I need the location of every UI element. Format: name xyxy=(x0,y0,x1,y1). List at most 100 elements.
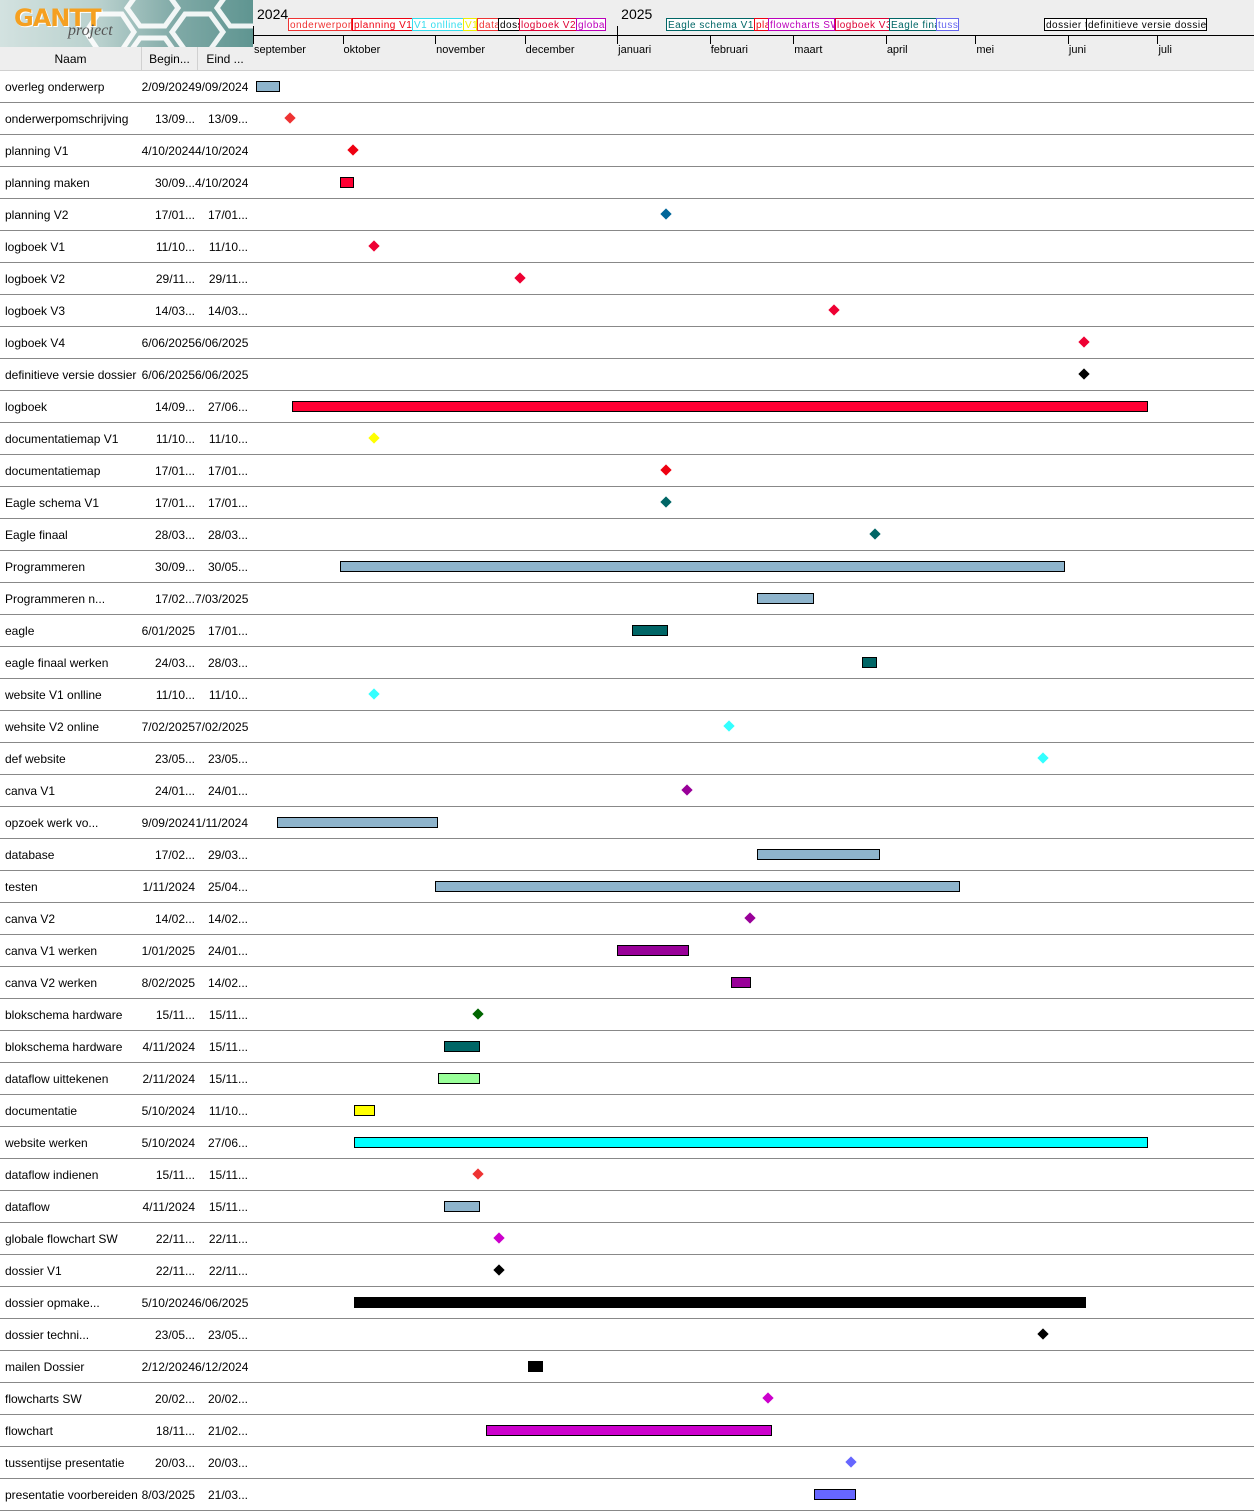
milestone-diamond-icon[interactable] xyxy=(681,784,693,796)
milestone-diamond-icon[interactable] xyxy=(723,720,735,732)
task-row[interactable]: dossier techni... 23/05... 23/05... xyxy=(0,1319,1254,1351)
task-name[interactable]: globale flowchart SW xyxy=(5,1232,118,1246)
task-end-date[interactable]: 7/03/2025 xyxy=(195,592,248,606)
task-row[interactable]: globale flowchart SW 22/11... 22/11... xyxy=(0,1223,1254,1255)
task-end-date[interactable]: 15/11... xyxy=(208,1040,248,1054)
task-row[interactable]: dataflow uittekenen 2/11/2024 15/11... xyxy=(0,1063,1254,1095)
task-begin-date[interactable]: 1/01/2025 xyxy=(141,944,195,958)
task-bar[interactable] xyxy=(354,1297,1086,1308)
task-row[interactable]: definitieve versie dossier 6/06/2025 6/06/… xyxy=(0,359,1254,391)
task-bar[interactable] xyxy=(438,1073,480,1084)
task-begin-date[interactable]: 15/11... xyxy=(155,1008,195,1022)
task-begin-date[interactable]: 17/02... xyxy=(154,848,195,862)
milestone-diamond-icon[interactable] xyxy=(493,1264,505,1276)
milestone-diamond-icon[interactable] xyxy=(762,1392,774,1404)
task-begin-date[interactable]: 14/03... xyxy=(154,304,195,318)
task-end-date[interactable]: 25/04... xyxy=(207,880,248,894)
task-row[interactable]: Programmeren 30/09... 30/05... xyxy=(0,551,1254,583)
task-name[interactable]: opzoek werk vo... xyxy=(5,816,99,830)
task-row[interactable]: flowchart 18/11... 21/02... xyxy=(0,1415,1254,1447)
task-begin-date[interactable]: 7/02/2025 xyxy=(141,720,195,734)
task-begin-date[interactable]: 20/02... xyxy=(154,1392,195,1406)
task-row[interactable]: canva V2 14/02... 14/02... xyxy=(0,903,1254,935)
task-bar[interactable] xyxy=(632,625,668,636)
task-row[interactable]: logboek V1 11/10... 11/10... xyxy=(0,231,1254,263)
task-begin-date[interactable]: 17/01... xyxy=(154,464,195,478)
task-end-date[interactable]: 6/06/2025 xyxy=(195,336,248,350)
task-begin-date[interactable]: 6/06/2025 xyxy=(141,368,195,382)
task-end-date[interactable]: 17/01... xyxy=(207,208,248,222)
task-name[interactable]: planning V2 xyxy=(5,208,69,222)
task-end-date[interactable]: 27/06... xyxy=(207,1136,248,1150)
task-begin-date[interactable]: 22/11... xyxy=(155,1264,195,1278)
task-name[interactable]: documentatiemap V1 xyxy=(5,432,119,446)
task-name[interactable]: eagle finaal werken xyxy=(5,656,109,670)
task-name[interactable]: flowcharts SW xyxy=(5,1392,82,1406)
task-begin-date[interactable]: 20/03... xyxy=(154,1456,195,1470)
task-begin-date[interactable]: 2/09/2024 xyxy=(141,80,195,94)
task-end-date[interactable]: 4/10/2024 xyxy=(195,144,248,158)
task-begin-date[interactable]: 22/11... xyxy=(155,1232,195,1246)
task-row[interactable]: onderwerpomschrijving 13/09... 13/09... xyxy=(0,103,1254,135)
column-header-name[interactable]: Naam xyxy=(0,47,142,70)
milestone-diamond-icon[interactable] xyxy=(869,528,882,540)
task-begin-date[interactable]: 28/03... xyxy=(154,528,195,542)
task-name[interactable]: tussentijse presentatie xyxy=(5,1456,125,1470)
task-row[interactable]: dossier opmake... 5/10/2024 6/06/2025 xyxy=(0,1287,1254,1319)
task-end-date[interactable]: 15/11... xyxy=(208,1072,248,1086)
task-row[interactable]: tussentijse presentatie 20/03... 20/03... xyxy=(0,1447,1254,1479)
task-name[interactable]: dossier techni... xyxy=(5,1328,90,1342)
task-name[interactable]: logboek V1 xyxy=(5,240,66,254)
task-begin-date[interactable]: 14/09... xyxy=(154,400,195,414)
task-row[interactable]: logboek V2 29/11... 29/11... xyxy=(0,263,1254,295)
task-row[interactable]: planning V2 17/01... 17/01... xyxy=(0,199,1254,231)
task-end-date[interactable]: 30/05... xyxy=(207,560,248,574)
task-bar[interactable] xyxy=(617,945,689,956)
task-row[interactable]: planning maken 30/09... 4/10/2024 xyxy=(0,167,1254,199)
task-begin-date[interactable]: 5/10/2024 xyxy=(141,1296,195,1310)
task-name[interactable]: overleg onderwerp xyxy=(5,80,105,94)
milestone-diamond-icon[interactable] xyxy=(845,1456,858,1468)
task-row[interactable]: database 17/02... 29/03... xyxy=(0,839,1254,871)
task-begin-date[interactable]: 1/11/2024 xyxy=(142,880,196,894)
task-name[interactable]: dossier V1 xyxy=(5,1264,62,1278)
task-end-date[interactable]: 15/11... xyxy=(208,1168,248,1182)
milestone-diamond-icon[interactable] xyxy=(1036,1328,1049,1340)
task-bar[interactable] xyxy=(444,1201,480,1212)
task-row[interactable]: dossier V1 22/11... 22/11... xyxy=(0,1255,1254,1287)
task-name[interactable]: dataflow uittekenen xyxy=(5,1072,109,1086)
task-begin-date[interactable]: 4/11/2024 xyxy=(142,1200,196,1214)
task-row[interactable]: Eagle schema V1 17/01... 17/01... xyxy=(0,487,1254,519)
task-name[interactable]: blokschema hardware xyxy=(5,1040,123,1054)
milestone-diamond-icon[interactable] xyxy=(660,464,673,476)
task-name[interactable]: planning maken xyxy=(5,176,90,190)
task-bar[interactable] xyxy=(276,817,439,828)
task-begin-date[interactable]: 4/11/2024 xyxy=(142,1040,196,1054)
task-row[interactable]: canva V1 werken 1/01/2025 24/01... xyxy=(0,935,1254,967)
task-row[interactable]: logboek 14/09... 27/06... xyxy=(0,391,1254,423)
task-name[interactable]: canva V2 xyxy=(5,912,56,926)
task-begin-date[interactable]: 11/10... xyxy=(155,240,195,254)
task-end-date[interactable]: 7/02/2025 xyxy=(195,720,248,734)
task-row[interactable]: documentatie 5/10/2024 11/10... xyxy=(0,1095,1254,1127)
task-end-date[interactable]: 20/03... xyxy=(207,1456,248,1470)
task-name[interactable]: wehsite V2 online xyxy=(5,720,100,734)
column-header-end[interactable]: Eind ... xyxy=(206,52,244,66)
milestone-diamond-icon[interactable] xyxy=(368,240,380,252)
task-begin-date[interactable]: 4/10/2024 xyxy=(141,144,195,158)
task-begin-date[interactable]: 30/09... xyxy=(154,176,195,190)
task-name[interactable]: documentatiemap xyxy=(5,464,101,478)
task-end-date[interactable]: 28/03... xyxy=(207,528,248,542)
task-bar[interactable] xyxy=(757,849,880,860)
task-row[interactable]: canva V1 24/01... 24/01... xyxy=(0,775,1254,807)
task-name[interactable]: dataflow xyxy=(5,1200,50,1214)
task-name[interactable]: Programmeren xyxy=(5,560,86,574)
task-bar[interactable] xyxy=(339,177,355,188)
task-end-date[interactable]: 14/02... xyxy=(207,976,248,990)
column-header-begin[interactable]: Begin... xyxy=(142,47,198,70)
task-row[interactable]: opzoek werk vo... 9/09/2024 1/11/2024 xyxy=(0,807,1254,839)
task-end-date[interactable]: 24/01... xyxy=(207,944,248,958)
task-name[interactable]: canva V2 werken xyxy=(5,976,98,990)
task-begin-date[interactable]: 6/01/2025 xyxy=(141,624,195,638)
task-begin-date[interactable]: 5/10/2024 xyxy=(141,1136,195,1150)
